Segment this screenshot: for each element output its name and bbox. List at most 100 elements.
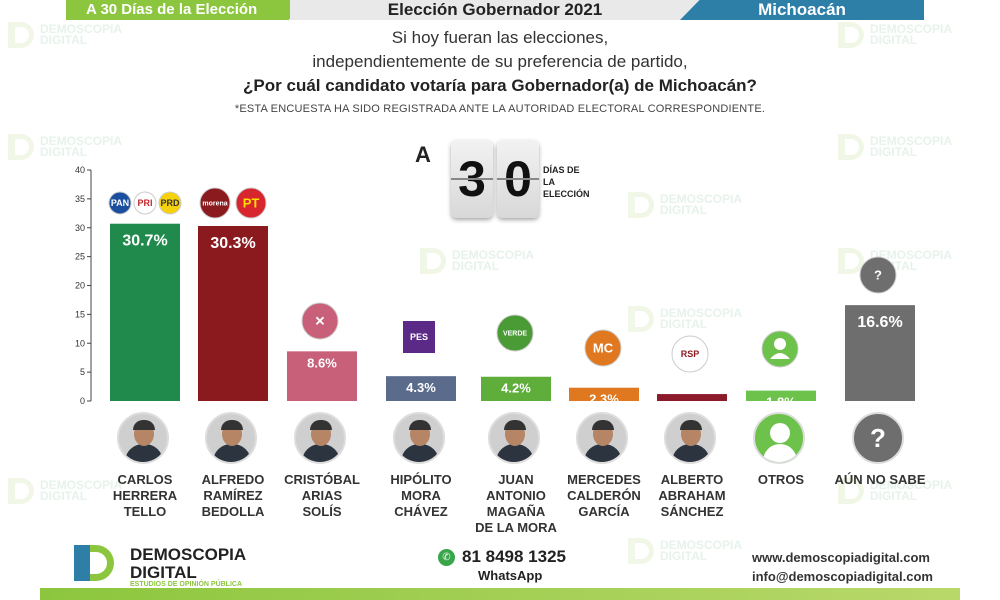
candidate-name: MERCEDES CALDERÓN GARCÍA <box>556 472 652 520</box>
question-line-1: Si hoy fueran las elecciones, <box>391 28 609 47</box>
party-logo-pes <box>403 321 435 353</box>
bar <box>386 376 456 401</box>
bar-value-label: 16.6% <box>857 314 902 331</box>
email-link[interactable]: info@demoscopiadigital.com <box>752 569 933 584</box>
candidate-name-line: HERRERA <box>112 488 178 503</box>
candidate-photo: ? <box>852 412 904 464</box>
party-logo-label: ? <box>874 267 882 282</box>
bar <box>110 223 180 401</box>
header-state-banner: Michoacán <box>680 0 924 20</box>
party-logo-label: ✕ <box>315 313 326 328</box>
candidate-photo <box>117 412 169 464</box>
party-logo-icon <box>671 335 709 373</box>
party-logo-icon <box>584 329 622 367</box>
candidate-name-line: CRISTÓBAL <box>284 472 360 487</box>
party-logo-label: PRD <box>160 198 180 208</box>
party-logo-label: RSP <box>681 349 700 359</box>
bar <box>198 226 268 401</box>
bar <box>481 376 551 401</box>
y-tick-label: 30 <box>75 223 85 233</box>
whatsapp-label: WhatsApp <box>478 568 543 583</box>
candidate-name-line: HIPÓLITO <box>390 472 452 487</box>
whatsapp-number[interactable]: 81 8498 1325 <box>462 547 566 566</box>
bar <box>569 387 639 401</box>
candidate-name-line: CARLOS <box>117 472 173 487</box>
brand-tagline: ESTUDIOS DE OPINIÓN PÚBLICA <box>130 581 243 588</box>
candidate-name-line: CHÁVEZ <box>394 504 448 519</box>
candidate-photo <box>753 412 805 464</box>
bar-value-label: 1.2% <box>677 398 707 413</box>
candidate-name-line: DE LA MORA <box>475 520 557 535</box>
candidate-name-line: MORA <box>401 488 441 503</box>
party-logo-label: morena <box>202 200 227 207</box>
bar-value-label: 1.8% <box>766 395 796 410</box>
party-logo-label: PES <box>410 332 428 342</box>
y-tick-label: 5 <box>80 367 85 377</box>
party-logo-icon <box>199 187 231 219</box>
candidate-name-line: OTROS <box>757 472 805 487</box>
bar-value-label: 30.3% <box>210 235 255 252</box>
bottom-bar <box>40 588 960 600</box>
person-icon <box>763 444 797 462</box>
party-logo-icon <box>235 187 267 219</box>
bar-value-label: 4.2% <box>501 381 531 396</box>
registration-note: *ESTA ENCUESTA HA SIDO REGISTRADA ANTE L… <box>234 103 766 115</box>
candidate-photo <box>664 412 716 464</box>
candidate-name: ALFREDO RAMÍREZ BEDOLLA <box>185 472 281 520</box>
bar <box>287 351 357 401</box>
party-logo-label: PT <box>243 195 260 210</box>
candidate-name-line: AÚN NO SABE <box>834 472 926 487</box>
bar-value-label: 2.3% <box>589 392 619 407</box>
brand-mark-icon <box>66 543 120 583</box>
party-logo-icon <box>859 256 897 294</box>
party-logo-label: MC <box>593 340 614 355</box>
candidate-name-line: MERCEDES <box>567 472 641 487</box>
counter-suffix: DÍAS DE LA ELECCIÓN <box>543 165 590 199</box>
question-icon: ? <box>870 423 886 453</box>
candidate-photo <box>393 412 445 464</box>
candidate-name: CRISTÓBAL ARIAS SOLÍS <box>274 472 370 520</box>
party-logo-icon <box>301 302 339 340</box>
candidate-name-line: JUAN <box>498 472 534 487</box>
bar-value-label: 4.3% <box>406 380 436 395</box>
counter-prefix: A <box>415 142 431 167</box>
candidate-name-line: RAMÍREZ <box>203 488 263 503</box>
whatsapp-icon: ✆ <box>438 549 455 566</box>
y-tick-label: 35 <box>75 194 85 204</box>
party-logo-icon <box>496 314 534 352</box>
y-tick-label: 20 <box>75 281 85 291</box>
bar <box>845 305 915 401</box>
candidate-name: ALBERTO ABRAHAM SÁNCHEZ <box>644 472 740 520</box>
candidate-name-line: ALBERTO <box>660 472 724 487</box>
party-logo-label: VERDE <box>503 330 527 337</box>
party-logo-label: PRI <box>137 198 152 208</box>
candidate-photo <box>294 412 346 464</box>
header-title: Elección Gobernador 2021 <box>290 0 700 20</box>
candidate-name-line: ARIAS <box>301 488 343 503</box>
candidate-name-line: BEDOLLA <box>201 504 265 519</box>
contact-links: www.demoscopiadigital.com info@demoscopi… <box>752 548 933 586</box>
candidate-name-line: CALDERÓN <box>567 488 641 503</box>
candidate-name-line: ANTONIO <box>486 488 546 503</box>
website-link[interactable]: www.demoscopiadigital.com <box>752 550 930 565</box>
candidate-name-line: ALFREDO <box>201 472 265 487</box>
person-icon <box>774 338 786 350</box>
y-tick-label: 25 <box>75 252 85 262</box>
person-icon <box>770 353 790 359</box>
candidate-name: AÚN NO SABE <box>832 472 928 488</box>
party-logo-icon <box>158 191 182 215</box>
candidate-name: OTROS <box>733 472 829 488</box>
header-bar: A 30 Días de la Elección Elección Gobern… <box>0 0 1000 20</box>
candidate-name-line: GARCÍA <box>578 504 630 519</box>
brand-line-1: DEMOSCOPIA <box>130 545 247 564</box>
party-logo-icon <box>133 191 157 215</box>
